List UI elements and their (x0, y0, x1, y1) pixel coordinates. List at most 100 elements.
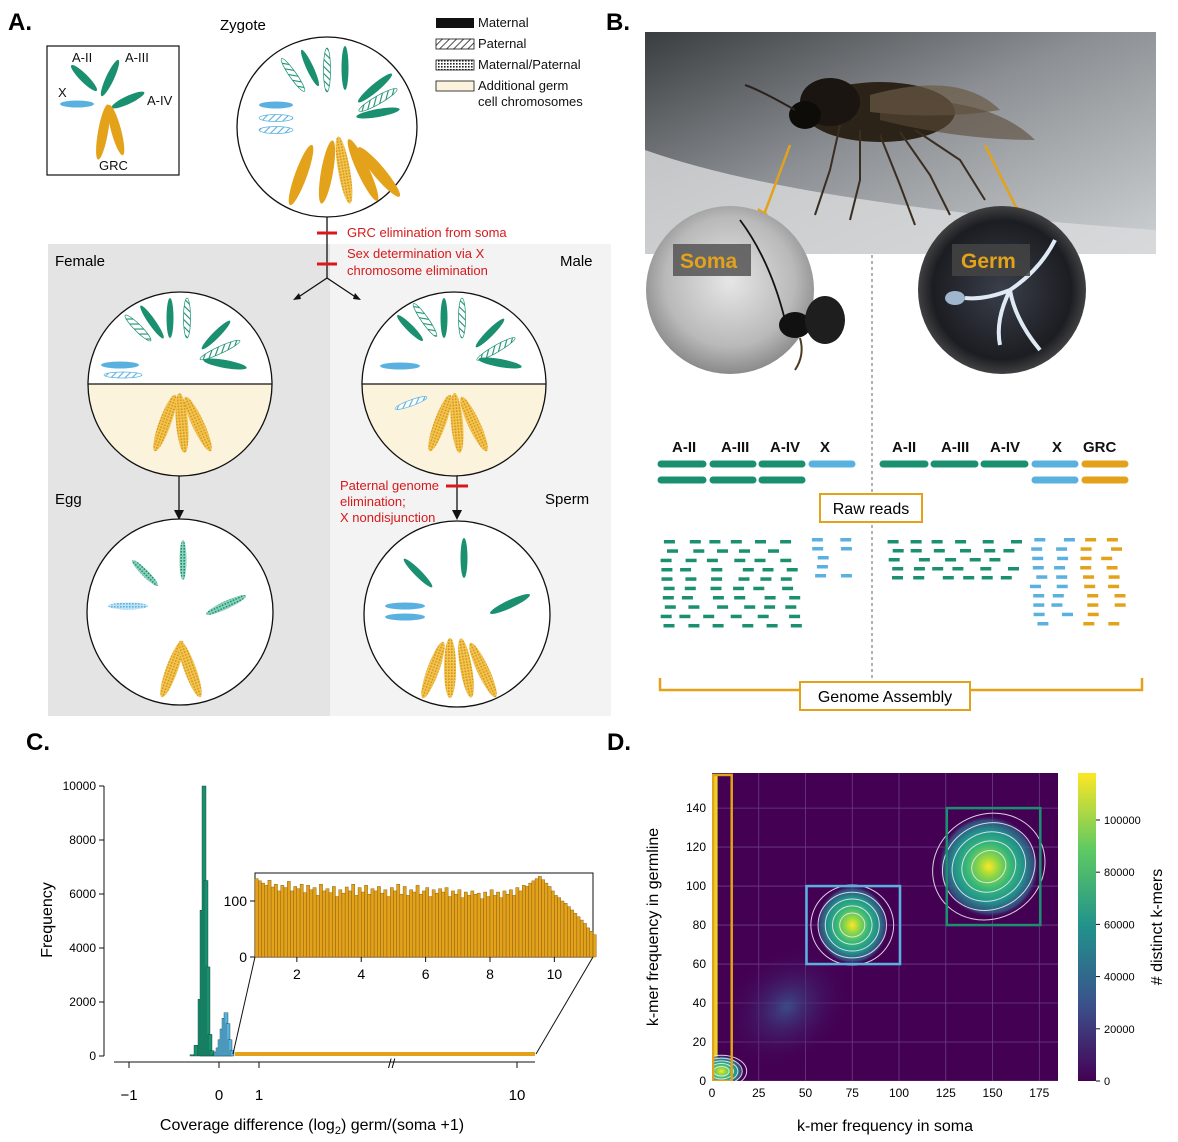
c-inset-bar (277, 890, 281, 958)
d-contours (712, 812, 1046, 1081)
read-fragment (739, 549, 750, 553)
read-fragment (734, 558, 746, 563)
c-inset-bar (563, 903, 568, 958)
read-fragment (667, 549, 678, 553)
germ-lens (918, 206, 1086, 374)
read-fragment (1056, 547, 1068, 551)
d-ytick-label: 60 (693, 957, 707, 971)
read-fragment (955, 540, 967, 544)
read-fragment (660, 558, 672, 563)
c-inset-bar (399, 894, 404, 958)
key-label-a4: A-IV (147, 93, 173, 108)
read-fragment (1108, 584, 1120, 589)
read-fragment (932, 567, 944, 571)
male-label: Male (560, 253, 593, 270)
d-contour-line (817, 891, 887, 959)
read-fragment (1031, 547, 1043, 551)
c-inset-connector-right (535, 956, 594, 1055)
d-contour-line (932, 812, 1046, 921)
read-fragment (742, 624, 754, 628)
read-fragment (1003, 549, 1015, 553)
c-inset-x-ticks: 2 4 6 8 10 (293, 957, 562, 982)
step-sexdet-line1: Sex determination via X (347, 246, 485, 261)
read-fragment (1056, 584, 1068, 589)
d-boxes (712, 773, 1042, 1081)
d-xtick-label: 100 (889, 1086, 909, 1100)
read-fragment (913, 567, 925, 571)
read-fragment (1008, 567, 1019, 571)
read-fragment (1080, 556, 1092, 561)
read-fragment (888, 558, 900, 562)
d-xtick-label: 175 (1029, 1086, 1049, 1100)
read-fragment (660, 614, 672, 619)
c-inset-bar (583, 923, 587, 958)
c-inset-bar (550, 890, 555, 958)
assembly-bracket (658, 678, 1144, 692)
c-histogram-bar (189, 1054, 195, 1057)
read-fragment (1034, 538, 1046, 542)
read-fragment (1087, 603, 1099, 607)
read-fragment (663, 586, 675, 591)
read-fragment (709, 540, 721, 544)
read-fragment (1085, 538, 1097, 542)
read-fragment (933, 549, 945, 553)
c-inset-bar (541, 879, 545, 958)
c-inset-xtick-label: 4 (357, 966, 365, 982)
c-inset-bar (544, 882, 549, 958)
d-contour-line (712, 1063, 734, 1080)
egg-cell (86, 518, 274, 706)
read-fragment (706, 558, 718, 563)
soma-chrom-3: X (820, 439, 830, 456)
read-fragment (742, 568, 754, 572)
germ-chrom-0: A-II (892, 439, 916, 456)
raw-reads-box (819, 493, 923, 523)
soma-label: Soma (680, 250, 738, 273)
c-inset-bar (589, 931, 594, 958)
c-inset-bar (509, 889, 513, 958)
c-inset-bar (286, 881, 291, 958)
d-xlabel: k-mer frequency in soma (797, 1118, 973, 1135)
read-fragment (680, 568, 692, 572)
soma-lens (646, 206, 845, 374)
c-inset-bar (396, 884, 401, 958)
germ-chrom-2: A-IV (990, 439, 1020, 456)
read-fragment (1087, 612, 1099, 617)
male-cell (361, 291, 547, 477)
legend-paternal: Paternal (478, 36, 527, 51)
soma-chrom-1: A-III (721, 439, 749, 456)
c-inset-bar (380, 892, 384, 958)
d-xtick-label: 75 (846, 1086, 860, 1100)
c-inset-bar (322, 890, 327, 958)
read-fragment (785, 605, 797, 609)
d-contour-line (839, 912, 866, 938)
c-main-bars (189, 785, 235, 1057)
key-label-x: X (58, 85, 67, 100)
c-inset-bar (415, 885, 420, 958)
c-inset-bar (586, 927, 590, 958)
c-xtick-label: 0 (215, 1087, 223, 1104)
pattern-legend: Maternal Paternal Maternal/Paternal Addi… (435, 15, 583, 109)
c-inset-bar (264, 885, 269, 958)
step-pge-line2: elimination; (340, 494, 406, 509)
read-fragment (913, 576, 925, 580)
read-fragment (1011, 540, 1022, 544)
read-fragment (733, 586, 745, 591)
read-fragment (1051, 603, 1063, 607)
panel-d: D. 0 25 50 75 100 125 150 175 0 20 40 60 80 100 120 14… (607, 729, 1166, 1135)
c-inset-bar (515, 887, 520, 958)
d-y-ticks: 0 20 40 60 80 100 120 140 (686, 801, 706, 1088)
read-fragment (764, 596, 776, 600)
read-fragment (963, 576, 975, 580)
zygote-label: Zygote (220, 17, 266, 34)
c-inset-bar (525, 886, 529, 958)
read-fragment (1032, 556, 1044, 561)
d-ytick-label: 100 (686, 879, 706, 893)
d-xtick-label: 50 (799, 1086, 813, 1100)
c-inset-bar (502, 890, 507, 958)
read-fragment (982, 540, 994, 544)
c-tail-bars (235, 1052, 535, 1056)
c-inset-bar (270, 886, 275, 958)
c-inset-bar (489, 889, 494, 958)
d-cbar-tick-label: 100000 (1104, 815, 1141, 827)
read-fragment (960, 549, 971, 553)
